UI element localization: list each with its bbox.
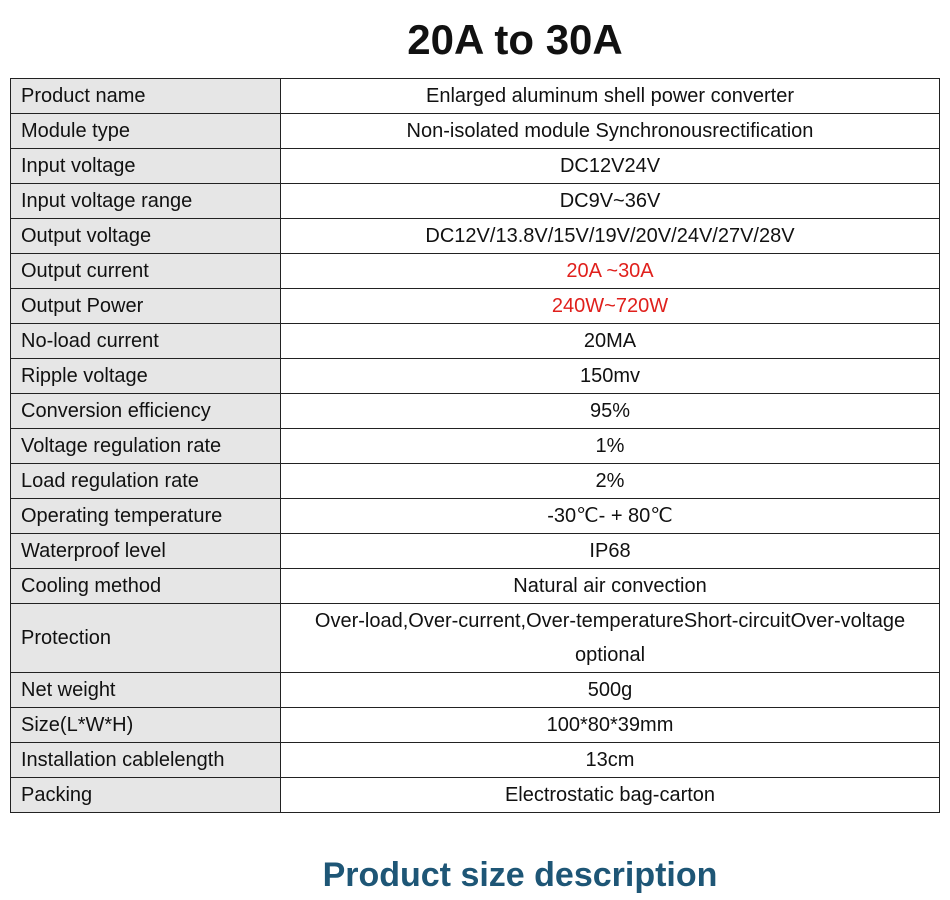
spec-label: Product name [10,78,281,114]
spec-label: Input voltage [10,148,281,184]
table-row: No-load current 20MA [10,323,940,359]
spec-value: 13cm [280,742,940,778]
spec-value: 20A ~30A [280,253,940,289]
spec-label: Output Power [10,288,281,324]
spec-value: 100*80*39mm [280,707,940,743]
spec-label: Ripple voltage [10,358,281,394]
spec-label: Installation cablelength [10,742,281,778]
table-row: Ripple voltage 150mv [10,358,940,394]
table-row: Module type Non-isolated module Synchrono… [10,113,940,149]
spec-value: -30℃- + 80℃ [280,498,940,534]
spec-value: Natural air convection [280,568,940,604]
spec-label: Protection [10,603,281,673]
table-row: Product name Enlarged aluminum shell powe… [10,78,940,114]
table-row: Packing Electrostatic bag-carton [10,777,940,813]
table-row: Voltage regulation rate 1% [10,428,940,464]
spec-label: Operating temperature [10,498,281,534]
table-row: Operating temperature -30℃- + 80℃ [10,498,940,534]
table-row: Size(L*W*H) 100*80*39mm [10,707,940,743]
spec-value: 2% [280,463,940,499]
table-row: Output Power 240W~720W [10,288,940,324]
spec-label: Module type [10,113,281,149]
table-row: Load regulation rate 2% [10,463,940,499]
spec-value: Electrostatic bag-carton [280,777,940,813]
spec-value: 20MA [280,323,940,359]
spec-label: Cooling method [10,568,281,604]
table-row: Conversion efficiency 95% [10,393,940,429]
spec-table: Product name Enlarged aluminum shell powe… [10,78,940,813]
table-row: Output voltage DC12V/13.8V/15V/19V/20V/24… [10,218,940,254]
spec-value: Non-isolated module Synchronousrectifica… [280,113,940,149]
spec-value: DC12V24V [280,148,940,184]
spec-value: 150mv [280,358,940,394]
table-row: Protection Over-load,Over-current,Over-te… [10,603,940,673]
section-heading: Product size description [322,856,718,894]
spec-label: Output current [10,253,281,289]
spec-label: Voltage regulation rate [10,428,281,464]
spec-label: Conversion efficiency [10,393,281,429]
spec-label: Input voltage range [10,183,281,219]
table-row: Input voltage DC12V24V [10,148,940,184]
spec-value: 1% [280,428,940,464]
table-row: Input voltage range DC9V~36V [10,183,940,219]
table-row: Installation cablelength 13cm [10,742,940,778]
title: 20A to 30A [407,16,623,63]
spec-value: 240W~720W [280,288,940,324]
spec-label: Packing [10,777,281,813]
table-row: Cooling method Natural air convection [10,568,940,604]
spec-value: Enlarged aluminum shell power converter [280,78,940,114]
spec-label: Size(L*W*H) [10,707,281,743]
spec-label: No-load current [10,323,281,359]
spec-label: Output voltage [10,218,281,254]
spec-value: 95% [280,393,940,429]
table-row: Net weight 500g [10,672,940,708]
spec-value: Over-load,Over-current,Over-temperatureS… [280,603,940,673]
spec-label: Net weight [10,672,281,708]
spec-label: Waterproof level [10,533,281,569]
spec-value: 500g [280,672,940,708]
table-row: Output current 20A ~30A [10,253,940,289]
spec-value: IP68 [280,533,940,569]
spec-value: DC9V~36V [280,183,940,219]
spec-value: DC12V/13.8V/15V/19V/20V/24V/27V/28V [280,218,940,254]
table-row: Waterproof level IP68 [10,533,940,569]
spec-label: Load regulation rate [10,463,281,499]
